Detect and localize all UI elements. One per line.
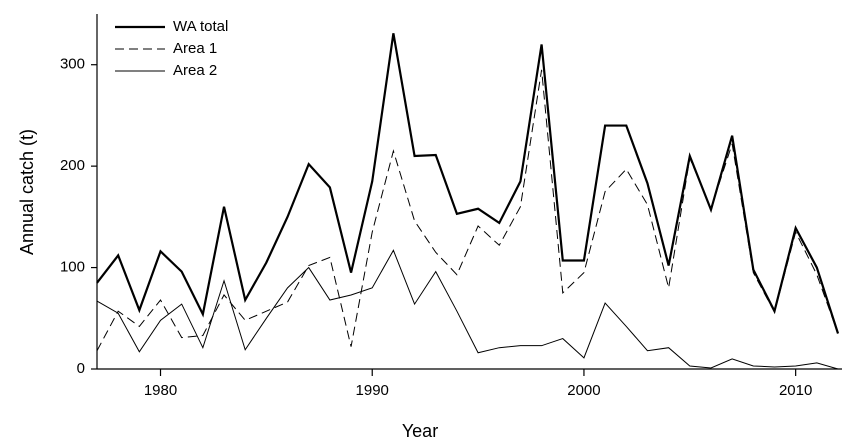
y-tick-label: 300 <box>60 56 85 73</box>
x-tick-label: 2000 <box>567 382 600 399</box>
x-tick-label: 2010 <box>779 382 812 399</box>
y-tick-label: 200 <box>60 157 85 174</box>
x-tick-label: 1980 <box>144 382 177 399</box>
y-tick-label: 100 <box>60 259 85 276</box>
series-line <box>96 249 839 370</box>
legend-label: Area 1 <box>173 40 217 57</box>
y-axis-label: Annual catch (t) <box>17 129 37 255</box>
y-tick-label: 0 <box>77 360 85 377</box>
legend-label: WA total <box>173 18 228 35</box>
legend-label: Area 2 <box>173 62 217 79</box>
series-line <box>96 69 839 351</box>
x-tick-label: 1990 <box>356 382 389 399</box>
x-axis-label: Year <box>402 421 438 441</box>
